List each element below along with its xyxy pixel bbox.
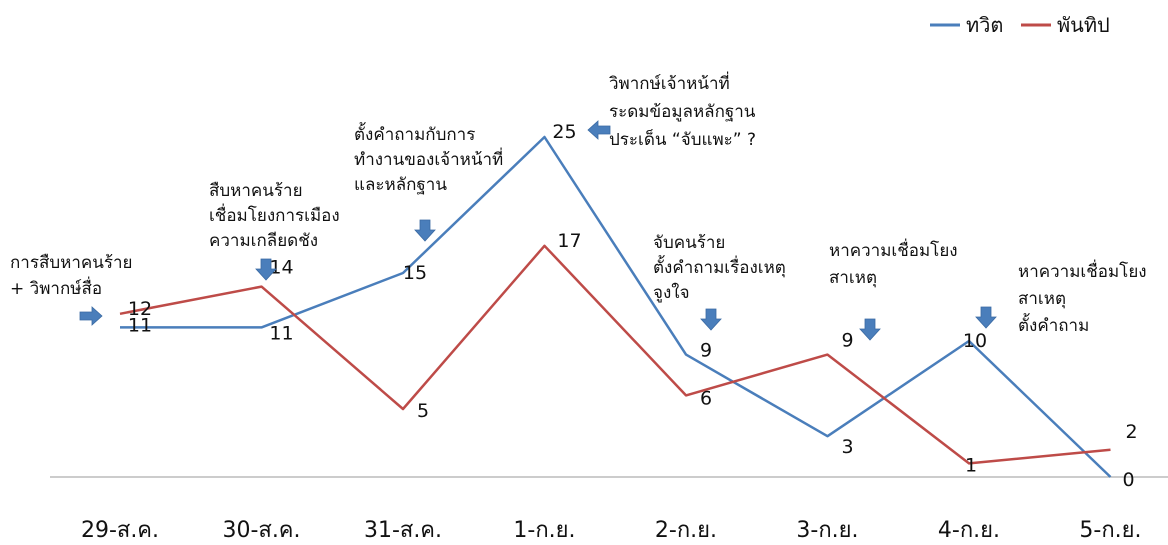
x-tick-label: 30-ส.ค. bbox=[222, 518, 300, 543]
annotation-text: ตั้งคำถามกับการทำงานของเจ้าหน้าที่และหลั… bbox=[354, 122, 503, 195]
arrow-icon bbox=[975, 306, 997, 329]
arrow-icon bbox=[700, 308, 722, 331]
x-tick-label: 3-ก.ย. bbox=[796, 518, 858, 543]
data-label-1-5: 9 bbox=[841, 330, 853, 352]
data-label-1-6: 1 bbox=[965, 454, 977, 476]
arrow-icon bbox=[859, 318, 881, 341]
series-line-0 bbox=[120, 135, 1112, 478]
data-label-0-7: 0 bbox=[1122, 469, 1134, 491]
data-label-0-2: 15 bbox=[403, 262, 427, 284]
arrow-icon bbox=[587, 120, 611, 140]
annotation-text: หาความเชื่อมโยงสาเหตุตั้งคำถาม bbox=[1018, 259, 1147, 336]
legend-label: พันทิป bbox=[1057, 13, 1110, 37]
data-label-0-4: 9 bbox=[700, 340, 712, 362]
data-label-0-5: 3 bbox=[841, 436, 853, 458]
annotation-text: หาความเชื่อมโยงสาเหตุ bbox=[829, 238, 958, 288]
annotation-text: สืบหาคนร้ายเชื่อมโยงการเมืองความเกลียดชั… bbox=[209, 181, 340, 251]
annotations: การสืบหาคนร้าย+ วิพากษ์สื่อ สืบหาคนร้ายเช… bbox=[10, 71, 1147, 336]
data-label-1-2: 5 bbox=[417, 400, 429, 422]
x-tick-label: 5-ก.ย. bbox=[1079, 518, 1141, 543]
data-label-0-0: 11 bbox=[128, 314, 152, 336]
data-label-1-1: 14 bbox=[269, 257, 293, 279]
legend-label: ทวิต bbox=[966, 13, 1003, 37]
series-line-1 bbox=[119, 244, 1111, 465]
annotation-text: วิพากษ์เจ้าหน้าที่ระดมข้อมูลหลักฐานประเด… bbox=[609, 71, 756, 150]
series-lines bbox=[119, 135, 1112, 478]
x-tick-label: 29-ส.ค. bbox=[81, 518, 159, 543]
x-tick-labels: 29-ส.ค. 30-ส.ค. 31-ส.ค. 1-ก.ย. 2-ก.ย. 3-ก.ย. 4… bbox=[81, 518, 1142, 543]
arrow-icon bbox=[79, 306, 103, 326]
annotation-text: จับคนร้ายตั้งคำถามเรื่องเหตุจูงใจ bbox=[653, 233, 786, 303]
x-tick-label: 31-ส.ค. bbox=[364, 518, 442, 543]
annotation-arrows bbox=[79, 120, 997, 341]
x-tick-label: 2-ก.ย. bbox=[655, 518, 717, 543]
data-label-1-4: 6 bbox=[700, 387, 712, 409]
data-label-1-3: 17 bbox=[557, 230, 581, 252]
data-label-0-6: 10 bbox=[963, 330, 987, 352]
annotation-text: การสืบหาคนร้าย+ วิพากษ์สื่อ bbox=[10, 253, 133, 299]
data-label-0-1: 11 bbox=[269, 322, 293, 344]
data-label-0-3: 25 bbox=[552, 121, 576, 143]
arrow-icon bbox=[255, 258, 277, 281]
data-label-1-7: 2 bbox=[1125, 421, 1137, 443]
x-tick-label: 4-ก.ย. bbox=[938, 518, 1000, 543]
data-label-1-0: 12 bbox=[128, 298, 152, 320]
x-tick-label: 1-ก.ย. bbox=[513, 518, 575, 543]
arrow-icon bbox=[414, 219, 436, 242]
legend: ทวิต พันทิป bbox=[930, 13, 1110, 37]
